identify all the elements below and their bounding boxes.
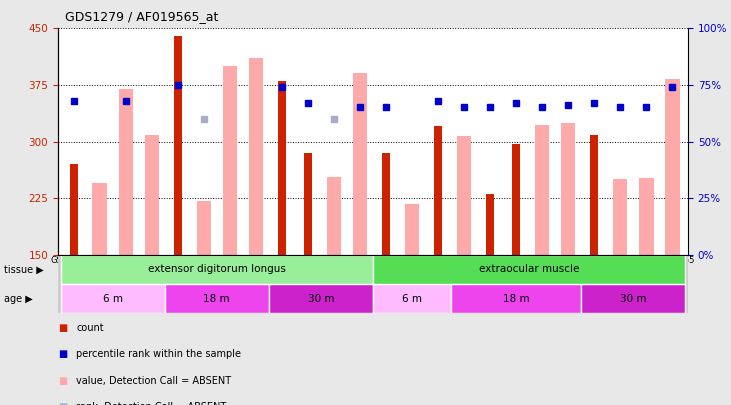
Bar	[197, 200, 211, 255]
Bar	[164, 284, 269, 313]
Bar	[174, 36, 182, 255]
Bar	[639, 178, 654, 255]
Text: percentile rank within the sample: percentile rank within the sample	[76, 350, 241, 359]
Bar	[434, 126, 442, 255]
Bar	[61, 255, 373, 284]
Bar	[665, 79, 680, 255]
Bar	[561, 123, 575, 255]
Text: value, Detection Call = ABSENT: value, Detection Call = ABSENT	[76, 376, 232, 386]
Text: 30 m: 30 m	[308, 294, 334, 303]
Bar	[118, 89, 133, 255]
Bar	[535, 125, 550, 255]
Bar	[591, 135, 598, 255]
Bar	[249, 58, 263, 255]
Bar	[512, 144, 520, 255]
Bar	[61, 284, 164, 313]
Bar	[457, 136, 471, 255]
Text: extraocular muscle: extraocular muscle	[479, 264, 580, 275]
Bar	[581, 284, 686, 313]
Text: 30 m: 30 m	[620, 294, 647, 303]
Text: 18 m: 18 m	[503, 294, 529, 303]
Bar	[382, 153, 390, 255]
Text: rank, Detection Call = ABSENT: rank, Detection Call = ABSENT	[76, 402, 227, 405]
Bar	[327, 177, 341, 255]
Bar	[278, 81, 286, 255]
Text: 6 m: 6 m	[402, 294, 422, 303]
Text: 6 m: 6 m	[102, 294, 123, 303]
Bar	[451, 284, 581, 313]
Bar	[373, 255, 686, 284]
Text: extensor digitorum longus: extensor digitorum longus	[148, 264, 286, 275]
Text: ■: ■	[58, 323, 67, 333]
Bar	[269, 284, 373, 313]
Text: 18 m: 18 m	[203, 294, 230, 303]
Bar	[304, 153, 312, 255]
Text: ■: ■	[58, 350, 67, 359]
Bar	[353, 73, 367, 255]
Text: age ▶: age ▶	[4, 294, 32, 303]
Bar	[145, 135, 159, 255]
Text: count: count	[76, 323, 104, 333]
Bar	[373, 284, 451, 313]
Text: GDS1279 / AF019565_at: GDS1279 / AF019565_at	[65, 10, 219, 23]
Bar	[486, 194, 494, 255]
Bar	[223, 66, 237, 255]
Bar	[93, 183, 107, 255]
Bar	[613, 179, 627, 255]
Text: ■: ■	[58, 402, 67, 405]
Bar	[405, 204, 419, 255]
Bar	[69, 164, 77, 255]
Text: ■: ■	[58, 376, 67, 386]
Text: tissue ▶: tissue ▶	[4, 264, 43, 275]
